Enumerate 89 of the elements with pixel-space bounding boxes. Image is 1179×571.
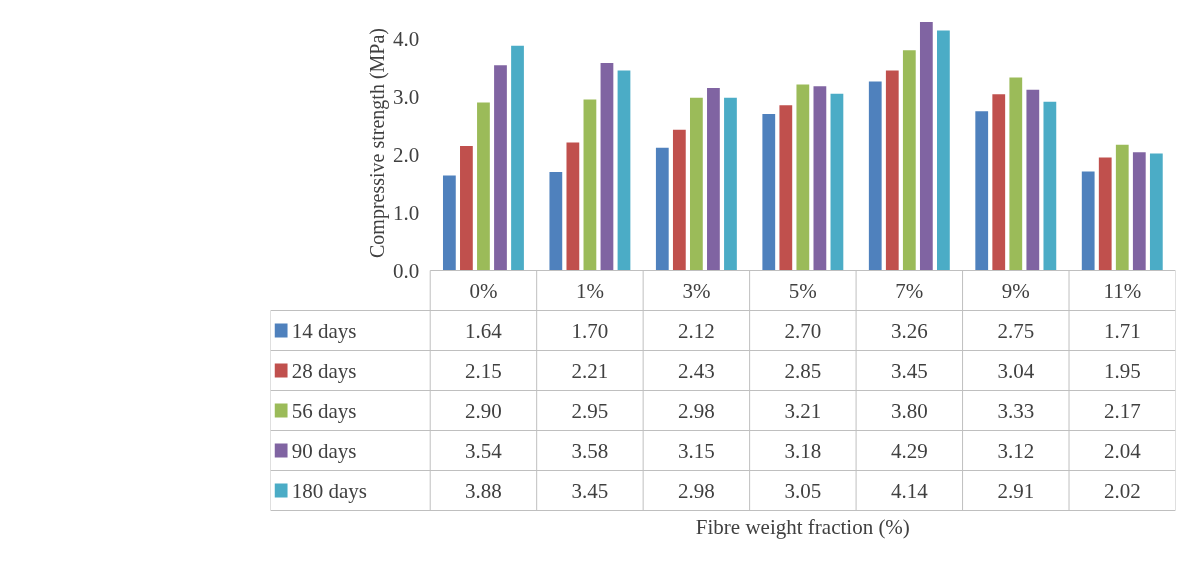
x-tick-label: 1% — [575, 278, 604, 303]
data-label: 3.26 — [890, 318, 928, 343]
bar — [1098, 157, 1112, 271]
y-tick-label: 3.0 — [392, 84, 420, 109]
bar — [992, 94, 1006, 271]
y-tick-label: 2.0 — [392, 142, 420, 167]
bar — [885, 70, 899, 271]
data-label: 3.18 — [784, 438, 822, 463]
y-axis-title: Compressive strength (MPa) — [365, 28, 389, 258]
data-label: 1.95 — [1103, 358, 1141, 383]
bar — [442, 175, 456, 271]
x-tick-label: 3% — [682, 278, 711, 303]
data-label: 2.85 — [784, 358, 822, 383]
data-label: 3.45 — [890, 358, 928, 383]
bar — [902, 50, 916, 271]
data-label: 3.88 — [465, 478, 502, 503]
data-label: 2.04 — [1103, 438, 1142, 463]
bar — [460, 145, 473, 271]
bar — [975, 111, 989, 271]
bar — [1132, 152, 1146, 271]
y-tick-label: 1.0 — [392, 200, 420, 225]
data-label: 2.75 — [997, 318, 1035, 343]
data-label: 3.80 — [890, 398, 928, 423]
bar — [1115, 144, 1129, 271]
bar — [937, 30, 950, 271]
data-label: 2.98 — [678, 478, 715, 503]
data-label: 2.98 — [678, 398, 715, 423]
data-label: 3.45 — [571, 478, 609, 503]
data-label: 2.17 — [1103, 398, 1141, 423]
bar — [830, 93, 844, 271]
bar — [566, 142, 580, 271]
bar — [724, 97, 737, 271]
bar — [549, 171, 563, 271]
bar — [1043, 101, 1057, 271]
legend-label: 180 days — [291, 478, 368, 503]
bar — [813, 86, 827, 271]
legend-label: 28 days — [291, 358, 357, 383]
x-tick-label: 0% — [469, 278, 498, 303]
y-tick-label: 0.0 — [392, 258, 420, 283]
bar — [1149, 153, 1163, 271]
legend-label: 90 days — [291, 438, 357, 463]
data-label: 2.15 — [465, 358, 502, 383]
data-label: 3.05 — [784, 478, 822, 503]
text: Fibre weight fraction (%) — [695, 514, 910, 539]
x-tick-label: 7% — [895, 278, 924, 303]
data-label: 3.04 — [997, 358, 1035, 383]
x-tick-label: 9% — [1001, 278, 1030, 303]
bar — [494, 65, 507, 271]
bar — [1026, 89, 1040, 271]
bar — [796, 84, 810, 271]
bar — [1009, 77, 1023, 271]
bar — [672, 129, 686, 271]
data-label: 4.29 — [890, 438, 928, 463]
bar — [600, 63, 614, 271]
data-label: 3.21 — [784, 398, 822, 423]
bar — [617, 70, 631, 271]
legend-label: 14 days — [291, 318, 357, 343]
bar — [689, 97, 703, 271]
data-label: 2.95 — [571, 398, 609, 423]
bar — [868, 81, 882, 271]
bar — [511, 45, 524, 271]
data-label: 3.33 — [997, 398, 1035, 423]
bar — [779, 105, 793, 271]
bar — [1081, 171, 1095, 271]
data-label: 3.15 — [678, 438, 715, 463]
bar — [477, 102, 490, 271]
bar — [707, 87, 720, 271]
data-label: 1.64 — [465, 318, 503, 343]
data-label: 1.71 — [1103, 318, 1141, 343]
data-label: 2.91 — [997, 478, 1035, 503]
data-label: 2.02 — [1103, 478, 1141, 503]
y-tick-label: 4.0 — [392, 26, 420, 51]
data-label: 2.43 — [678, 358, 715, 383]
x-tick-label: 11% — [1103, 278, 1142, 303]
bar — [762, 114, 776, 271]
bar — [919, 21, 933, 271]
data-label: 3.12 — [997, 438, 1035, 463]
data-label: 2.21 — [571, 358, 609, 383]
data-label: 4.14 — [890, 478, 929, 503]
bar — [583, 99, 597, 271]
legend-label: 56 days — [291, 398, 357, 423]
data-label: 2.70 — [784, 318, 822, 343]
data-label: 2.12 — [678, 318, 715, 343]
data-label: 3.58 — [571, 438, 609, 463]
data-label: 1.70 — [571, 318, 609, 343]
bar — [655, 147, 669, 271]
data-label: 3.54 — [465, 438, 503, 463]
x-tick-label: 5% — [788, 278, 817, 303]
data-label: 2.90 — [465, 398, 502, 423]
